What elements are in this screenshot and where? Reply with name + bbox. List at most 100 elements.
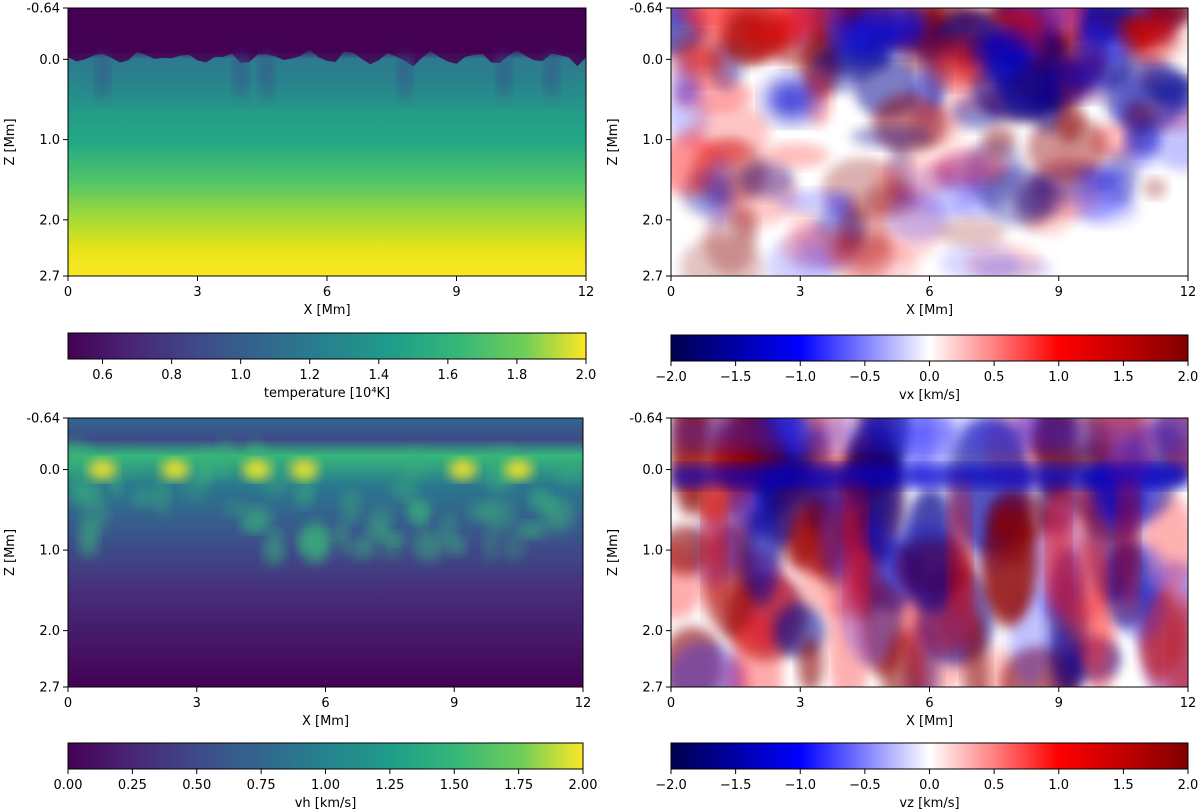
x-tick-label: 9 — [1055, 285, 1063, 300]
vz-heatmap — [671, 418, 1188, 687]
vh-hotspot — [504, 459, 533, 480]
positive-velocity-patch — [1056, 99, 1084, 144]
colorbar-tick-label: 0.0 — [919, 778, 940, 793]
colorbar-tick-label: 2.0 — [1178, 778, 1199, 793]
negative-velocity-patch — [1102, 56, 1187, 133]
colorbar-tick-label: 1.25 — [375, 778, 404, 793]
positive-velocity-patch — [797, 637, 823, 687]
vh-heatmap — [68, 418, 583, 687]
vh-patch — [483, 527, 498, 563]
negative-velocity-patch — [1000, 66, 1063, 121]
x-tick-label: 0 — [667, 285, 675, 300]
x-tick-label: 9 — [1055, 696, 1063, 711]
x-tick-label: 3 — [796, 696, 804, 711]
x-axis-label: X [Mm] — [302, 714, 349, 729]
vh-hotspot — [448, 459, 477, 480]
vh-patch — [413, 530, 445, 562]
y-tick-label: 2.7 — [39, 270, 60, 285]
negative-velocity-patch — [671, 641, 744, 687]
colorbar-tick-label: 0.6 — [92, 368, 113, 383]
colorbar-tick-label: 0.00 — [54, 778, 83, 793]
downflow-lane — [704, 480, 725, 621]
colorbar-tick-label: 0.5 — [984, 778, 1005, 793]
top-negative-region — [671, 418, 1188, 448]
x-tick-label: 3 — [796, 285, 804, 300]
x-tick-label: 6 — [925, 285, 933, 300]
colorbar-vh — [67, 742, 584, 770]
vh-hotspot — [290, 459, 319, 480]
colorbar-tick-label: −1.5 — [720, 370, 752, 385]
y-tick-label: 1.0 — [642, 133, 663, 148]
negative-velocity-patch — [776, 190, 853, 213]
positive-velocity-patch — [876, 156, 955, 198]
strong-negative-vx — [877, 9, 930, 54]
x-tick-label: 6 — [321, 696, 329, 711]
downflow-lane — [1048, 480, 1069, 621]
strong-positive-vx — [739, 13, 792, 58]
colorbar-tick-label: −0.5 — [849, 778, 881, 793]
vh-patch — [390, 477, 420, 500]
y-tick-label: 0.0 — [39, 463, 60, 478]
colorbar-tick-label: 0.5 — [984, 370, 1005, 385]
y-tick-label: -0.64 — [26, 412, 60, 427]
axes: 0 3 6 9 12 X [Mm] -0.64 0.0 1.0 2.0 2.7 Z [Mm] 0.6 0.… — [3, 2, 1198, 812]
negative-velocity-patch — [886, 191, 950, 242]
vh-patch — [555, 461, 583, 487]
strong-negative-vx — [838, 13, 891, 58]
negative-velocity-patch — [850, 125, 934, 148]
colorbar-tick-label: −0.5 — [849, 370, 881, 385]
vh-patch — [181, 473, 208, 503]
vh-patch — [399, 449, 430, 479]
colorbar-tick-label: 1.4 — [368, 368, 389, 383]
y-tick-label: -0.64 — [629, 412, 663, 427]
positive-velocity-patch — [936, 217, 1007, 247]
positive-velocity-patch — [761, 143, 830, 168]
positive-velocity-patch — [831, 232, 896, 276]
colorbar-tick-label: −2.0 — [655, 778, 687, 793]
surface-upflow-band — [671, 465, 1188, 488]
colorbar-label: vz [km/s] — [899, 796, 959, 811]
vh-patch — [81, 494, 109, 534]
x-axis-label: X [Mm] — [303, 303, 350, 318]
colorbar-tick-label: 0.75 — [247, 778, 276, 793]
y-axis-label: Z [Mm] — [3, 118, 18, 165]
y-tick-label: -0.64 — [629, 2, 663, 17]
downflow-lane — [1117, 480, 1138, 621]
x-tick-label: 9 — [452, 285, 460, 300]
y-tick-label: 0.0 — [39, 53, 60, 68]
colorbar-tick-label: 0.50 — [182, 778, 211, 793]
strong-positive-vx — [929, 41, 982, 86]
vh-patch — [300, 523, 331, 562]
vh-patch — [502, 535, 525, 562]
strong-positive-vx — [675, 37, 728, 82]
vh-patch — [224, 501, 247, 517]
negative-velocity-patch — [1076, 163, 1130, 187]
colorbar-tick-label: 1.8 — [507, 368, 528, 383]
vh-patch — [263, 534, 285, 566]
colorbar-tick-label: 1.75 — [504, 778, 533, 793]
y-tick-label: 2.0 — [39, 624, 60, 639]
x-tick-label: 0 — [64, 696, 72, 711]
vh-patch — [348, 536, 377, 560]
colorbar-tick-label: 2.00 — [569, 778, 598, 793]
y-tick-label: 1.0 — [642, 544, 663, 559]
colorbar-tick-label: 1.0 — [1048, 778, 1069, 793]
colorbar-tick-label: 1.0 — [230, 368, 251, 383]
vh-hotspot — [88, 459, 117, 480]
y-tick-label: 2.0 — [642, 624, 663, 639]
vh-patch — [336, 520, 349, 554]
colorbar-tick-label: −2.0 — [655, 370, 687, 385]
vx-heatmap — [671, 8, 1188, 276]
x-tick-label: 3 — [193, 696, 201, 711]
y-tick-label: 2.7 — [39, 681, 60, 696]
surface-transition — [68, 61, 586, 102]
colorbar-tick-label: 0.0 — [919, 370, 940, 385]
positive-velocity-patch — [982, 124, 1016, 155]
strong-negative-vx — [976, 29, 1029, 74]
strong-negative-vx — [1054, 53, 1107, 98]
vh-patch — [368, 504, 394, 538]
vh-patch — [542, 497, 573, 532]
cool-atmosphere-layer — [68, 8, 586, 67]
negative-velocity-patch — [899, 488, 962, 615]
colorbar-vz — [670, 742, 1189, 770]
